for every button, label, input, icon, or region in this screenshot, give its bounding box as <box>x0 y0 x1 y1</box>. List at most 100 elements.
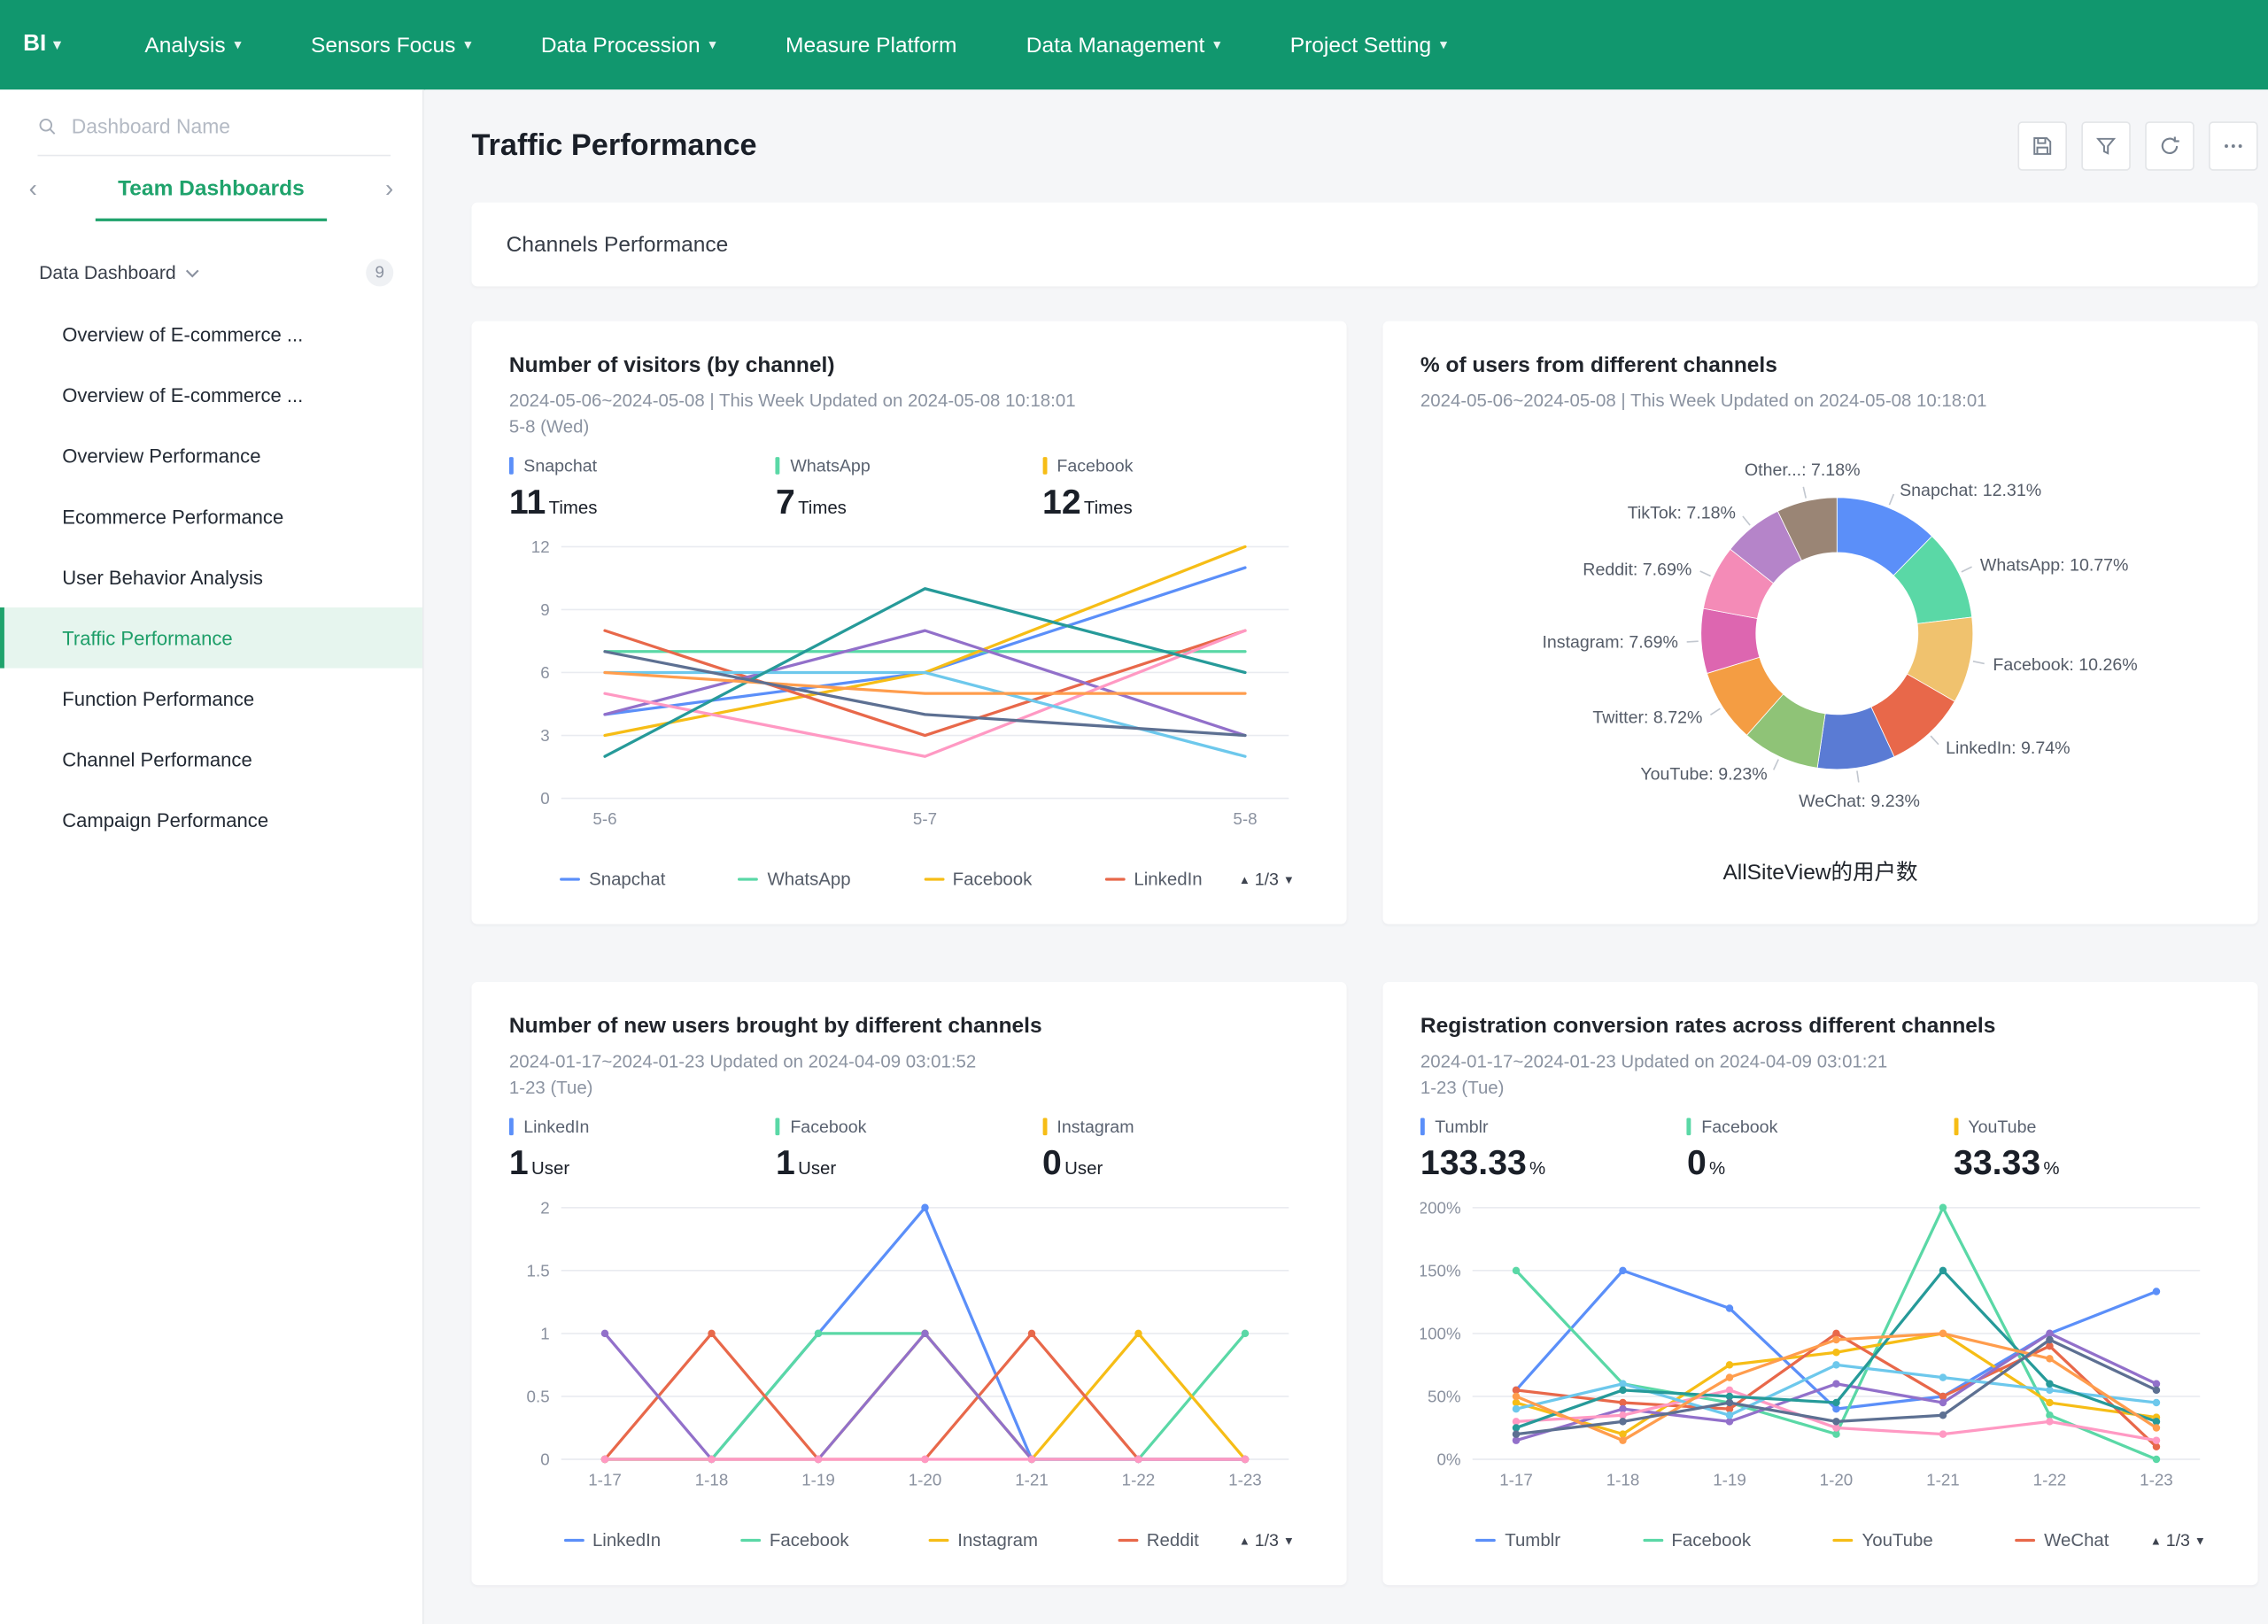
nav-item-label: Analysis <box>144 32 226 58</box>
page-up-icon[interactable]: ▲ <box>1238 872 1250 886</box>
svg-text:12: 12 <box>531 537 550 556</box>
svg-text:5-8: 5-8 <box>1233 809 1257 828</box>
sidebar-item-user-behavior-analysis[interactable]: User Behavior Analysis <box>62 566 263 588</box>
page-up-icon[interactable]: ▲ <box>1238 1534 1250 1547</box>
chevron-right-icon[interactable]: › <box>384 174 394 203</box>
sidebar-item-ecommerce-performance[interactable]: Ecommerce Performance <box>62 505 284 528</box>
legend-item-facebook[interactable]: Facebook <box>924 870 1032 889</box>
stat-channel-name: Tumblr <box>1420 1117 1687 1137</box>
chevron-down-icon: ▾ <box>53 36 61 53</box>
chevron-down-icon: ▾ <box>708 36 716 53</box>
section-channels-performance: Channels Performance <box>471 202 2258 287</box>
card-title: % of users from different channels <box>1420 352 1777 378</box>
stat-facebook: Facebook 1 User <box>775 1117 1042 1185</box>
page-down-icon[interactable]: ▼ <box>1282 872 1295 886</box>
legend-marker <box>560 878 581 882</box>
legend-item-instagram[interactable]: Instagram <box>928 1530 1038 1551</box>
legend-item-tumblr[interactable]: Tumblr <box>1475 1530 1560 1551</box>
svg-text:5-6: 5-6 <box>592 809 616 828</box>
cards-grid: Number of visitors (by channel) 2024-05-… <box>471 321 2258 1586</box>
refresh-icon <box>2161 136 2179 154</box>
card-subtitle: 2024-01-17~2024-01-23 Updated on 2024-04… <box>1420 1051 1888 1072</box>
stat-snapchat: Snapchat 11 Times <box>508 456 776 524</box>
chevron-down-icon: ▾ <box>464 36 472 53</box>
legend-item-youtube[interactable]: YouTube <box>1832 1530 1933 1551</box>
nav-item-sensors-focus[interactable]: Sensors Focus ▾ <box>276 0 507 89</box>
svg-text:1-20: 1-20 <box>909 1471 942 1489</box>
stat-facebook: Facebook 0% <box>1686 1117 1954 1185</box>
legend-marker <box>563 1538 584 1543</box>
conversion-line-chart: 0% 50% 100% 150% 200% 1-17 1-18 1-19 1-20 1-21 1-2… <box>1419 1194 2220 1504</box>
legend-item-whatsapp[interactable]: WhatsApp <box>738 870 851 889</box>
sidebar-item-overview-performance[interactable]: Overview Performance <box>62 445 261 467</box>
sidebar-item-traffic-performance[interactable]: Traffic Performance <box>0 607 422 669</box>
legend-marker <box>740 1538 762 1543</box>
nav-item-analysis[interactable]: Analysis ▾ <box>110 0 276 89</box>
page-down-icon[interactable]: ▼ <box>1282 1534 1295 1547</box>
card-date-label: 1-23 (Tue) <box>508 1078 593 1098</box>
chart-legend: Snapchat WhatsApp Facebook LinkedIn ▲ 1/3 ▼ <box>509 870 1309 889</box>
legend-marker <box>924 878 944 882</box>
more-button[interactable] <box>2209 121 2258 171</box>
search-input[interactable] <box>68 112 391 139</box>
stat-row: LinkedIn 1 User Facebook 1 User Instagram 0 User <box>508 1117 1309 1185</box>
legend-item-facebook[interactable]: Facebook <box>1642 1530 1751 1551</box>
svg-text:1-22: 1-22 <box>2033 1471 2067 1489</box>
card-date-label: 1-23 (Tue) <box>1420 1078 1505 1098</box>
stat-channel-name: Snapchat <box>508 456 776 476</box>
chevron-left-icon[interactable]: ‹ <box>28 174 37 203</box>
legend-item-snapchat[interactable]: Snapchat <box>560 870 665 889</box>
filter-button[interactable] <box>2081 121 2131 171</box>
svg-text:1-23: 1-23 <box>2140 1471 2173 1489</box>
svg-text:1-19: 1-19 <box>801 1471 835 1489</box>
svg-text:0: 0 <box>540 1450 549 1469</box>
tab-team-dashboards[interactable]: Team Dashboards <box>95 171 328 221</box>
stat-value: 12 Times <box>1042 483 1133 523</box>
svg-text:1-18: 1-18 <box>695 1471 729 1489</box>
legend-item-wechat[interactable]: WeChat <box>2015 1530 2109 1551</box>
stat-channel-name: Facebook <box>775 1117 1042 1137</box>
nav-item-project-setting[interactable]: Project Setting ▾ <box>1256 0 1482 89</box>
top-nav: BI ▾ Analysis ▾ Sensors Focus ▾ Data Process… <box>0 0 2268 90</box>
nav-item-data-management[interactable]: Data Management ▾ <box>992 0 1256 89</box>
svg-text:1-19: 1-19 <box>1713 1471 1746 1489</box>
refresh-button[interactable] <box>2145 121 2194 171</box>
sidebar-item-overview-of-e-commerce[interactable]: Overview of E-commerce ... <box>62 323 304 345</box>
chart-legend: Tumblr Facebook YouTube WeChat ▲ 1/3 ▼ <box>1420 1530 2220 1551</box>
legend-item-linkedin[interactable]: LinkedIn <box>1104 870 1203 889</box>
legend-marker <box>1475 1538 1497 1543</box>
legend-marker <box>928 1538 949 1543</box>
legend-item-facebook[interactable]: Facebook <box>740 1530 849 1551</box>
legend-pagination: ▲ 1/3 ▼ <box>2150 1530 2206 1551</box>
legend-item-reddit[interactable]: Reddit <box>1118 1530 1199 1551</box>
legend-item-linkedin[interactable]: LinkedIn <box>563 1530 661 1551</box>
page-down-icon[interactable]: ▼ <box>2194 1534 2206 1547</box>
nav-item-label: Measure Platform <box>786 32 957 58</box>
channels-donut-chart: Snapchat: 12.31% WhatsApp: 10.77% Facebook… <box>1420 422 2220 852</box>
svg-text:0%: 0% <box>1437 1450 1461 1469</box>
stat-color-bar <box>1420 1117 1425 1136</box>
nav-item-data-procession[interactable]: Data Procession ▾ <box>507 0 751 89</box>
stat-facebook: Facebook 12 Times <box>1042 456 1309 524</box>
svg-text:WhatsApp: 10.77%: WhatsApp: 10.77% <box>1980 556 2129 576</box>
page-up-icon[interactable]: ▲ <box>2149 1534 2162 1547</box>
sidebar-item-function-performance[interactable]: Function Performance <box>62 687 255 710</box>
legend-marker <box>1118 1538 1138 1543</box>
stat-color-bar <box>1954 1117 1958 1136</box>
visitors-line-chart: 0 3 6 9 12 5-6 5-7 5-8 <box>509 532 1309 843</box>
page-indicator: 1/3 <box>1254 1530 1279 1551</box>
dashboard-search[interactable] <box>37 112 391 157</box>
sidebar-group-data-dashboard[interactable]: Data Dashboard 9 <box>39 259 394 287</box>
svg-text:Instagram: 7.69%: Instagram: 7.69% <box>1542 633 1677 653</box>
sidebar-item-channel-performance[interactable]: Channel Performance <box>62 748 252 770</box>
svg-text:3: 3 <box>540 726 549 745</box>
card-subtitle: 2024-05-06~2024-05-08 | This Week Update… <box>1420 390 1987 411</box>
stat-channel-name: Facebook <box>1686 1117 1954 1137</box>
stat-channel-name: LinkedIn <box>508 1117 776 1137</box>
sidebar-item-overview-of-e-commerce[interactable]: Overview of E-commerce ... <box>62 383 304 406</box>
nav-brand[interactable]: BI ▾ <box>23 32 110 58</box>
save-button[interactable] <box>2017 121 2067 171</box>
filter-icon <box>2095 137 2117 155</box>
sidebar-item-campaign-performance[interactable]: Campaign Performance <box>62 808 269 831</box>
nav-item-measure-platform[interactable]: Measure Platform <box>751 0 992 89</box>
